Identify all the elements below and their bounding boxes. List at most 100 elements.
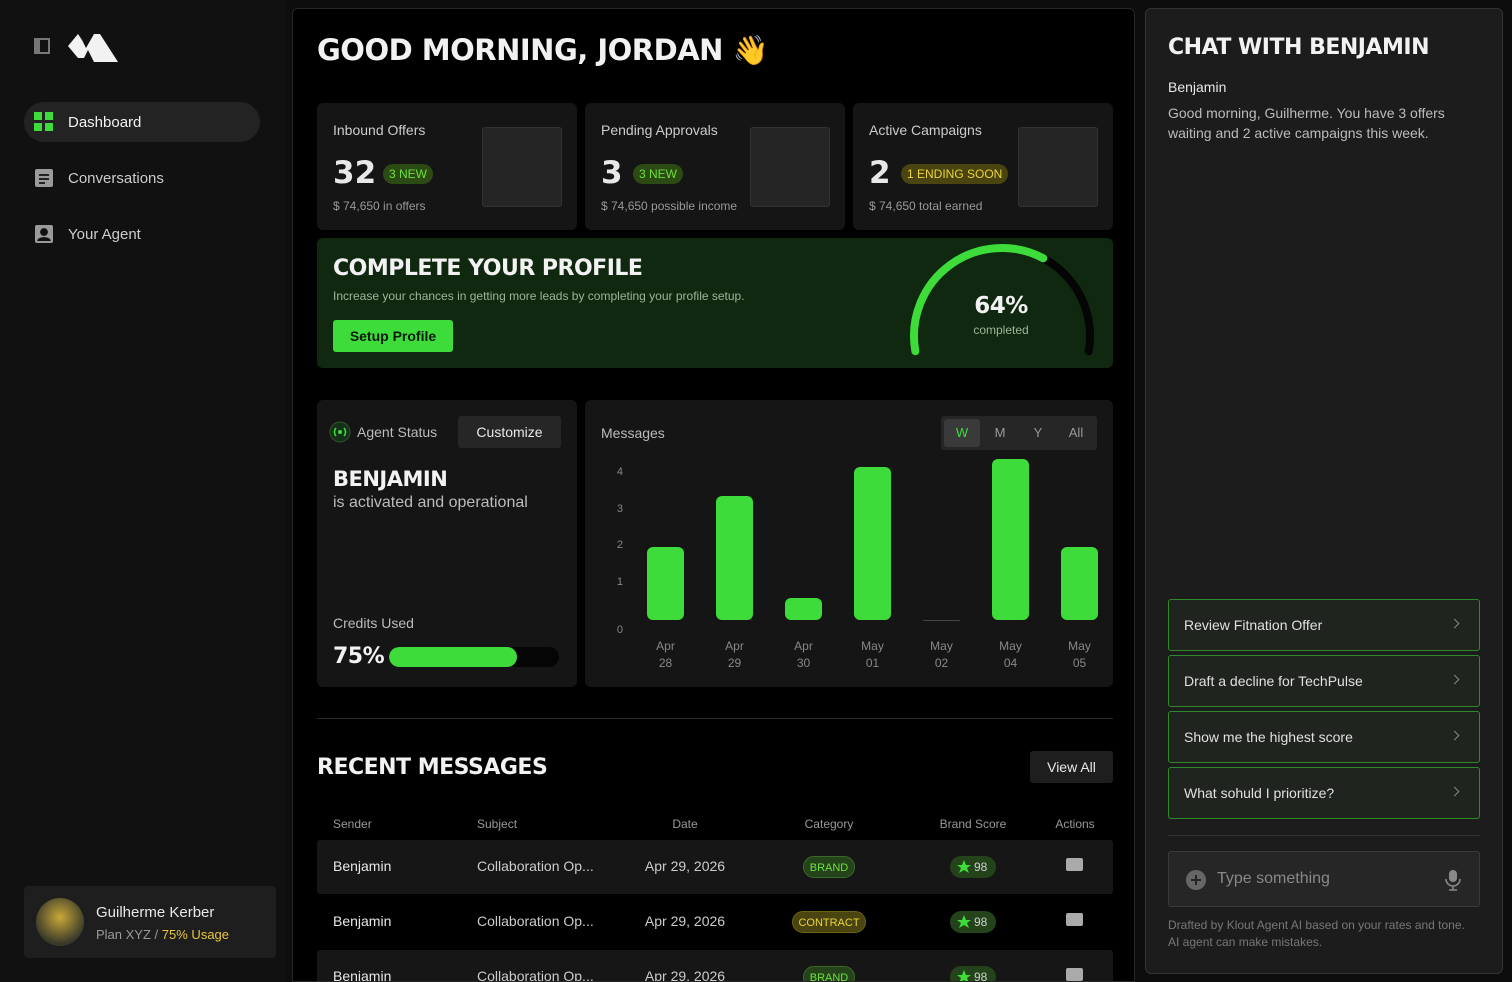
score: 98 <box>974 970 988 982</box>
profile-title: COMPLETE YOUR PROFILE <box>333 256 643 281</box>
chevron <box>1449 674 1460 685</box>
suggestion[interactable]: What sohuld I prioritize? <box>1168 767 1480 819</box>
category-badge: BRAND <box>803 856 855 878</box>
action-icon[interactable] <box>1066 858 1083 871</box>
agent-status: is activated and operational <box>333 494 528 511</box>
chat-input[interactable]: Type something <box>1168 851 1480 907</box>
x-tick-label: Apr 28 <box>656 639 675 670</box>
period-toggle: W M Y All <box>941 416 1097 450</box>
divider <box>317 718 1113 719</box>
cell-subject: Collaboration Op... <box>477 913 594 929</box>
progress-label: 64% <box>974 293 1028 319</box>
add-icon[interactable] <box>1185 869 1207 891</box>
credits-track <box>389 647 559 667</box>
bar <box>854 466 891 620</box>
stat-label: Inbound Offers <box>333 122 426 138</box>
bar <box>992 459 1029 620</box>
icon-part <box>37 228 51 242</box>
stat-illustration <box>482 127 562 207</box>
column-header: Subject <box>477 817 518 831</box>
user-card[interactable]: Guilherme Kerber Plan XYZ / 75% Usage <box>24 886 276 958</box>
icon-part <box>34 123 42 131</box>
y-tick-label: 4 <box>616 466 623 478</box>
main-panel: GOOD MORNING, JORDAN 👋 Inbound Offers 32 3… <box>292 8 1135 982</box>
period-button[interactable]: All <box>1068 425 1084 440</box>
action-icon[interactable] <box>1066 913 1083 926</box>
chat-message: Good morning, Guilherme. You have 3 offe… <box>1168 105 1445 141</box>
nav-item[interactable]: Conversations <box>24 158 260 198</box>
stat-badge: 3 NEW <box>383 164 434 184</box>
customize-button[interactable]: Customize <box>458 416 561 448</box>
nav-label: Conversations <box>68 170 164 187</box>
icon-part <box>45 112 53 120</box>
stat-label: Pending Approvals <box>601 122 718 138</box>
column-header: Actions <box>1055 817 1095 831</box>
x-tick-label: May 05 <box>1068 639 1091 670</box>
period-button[interactable]: Y <box>1033 425 1043 440</box>
agent-name: BENJAMIN <box>333 467 448 491</box>
separator: / <box>154 927 159 942</box>
icon-part <box>34 112 42 120</box>
column-header: Brand Score <box>939 817 1007 831</box>
view-all-button[interactable]: View All <box>1030 751 1113 783</box>
period-button[interactable]: W <box>944 419 980 447</box>
y-tick-label: 3 <box>616 502 623 515</box>
suggestion[interactable]: Review Fitnation Offer <box>1168 599 1480 651</box>
period-button[interactable]: M <box>994 425 1006 440</box>
stat-badge: 3 NEW <box>633 164 684 184</box>
logo <box>34 34 118 62</box>
mic-icon[interactable] <box>1443 869 1463 891</box>
input-placeholder: Type something <box>1217 870 1330 887</box>
setup-button[interactable]: Setup Profile <box>333 320 453 352</box>
nav-item[interactable]: Your Agent <box>24 214 260 254</box>
chevron <box>1449 618 1460 629</box>
x-tick-label: Apr 30 <box>794 639 813 670</box>
score-badge: 98 <box>950 966 996 982</box>
cell-sender: Benjamin <box>333 968 392 982</box>
chevron <box>1449 730 1460 741</box>
progress-caption: completed <box>973 323 1029 337</box>
stat-card[interactable]: Pending Approvals 3 3 NEW $ 74,650 possible… <box>585 103 845 230</box>
stat-detail: $ 74,650 total earned <box>869 199 983 213</box>
nav-item[interactable]: Dashboard <box>24 102 260 142</box>
stat-illustration <box>750 127 830 207</box>
action-icon[interactable] <box>1066 968 1083 981</box>
column-header: Sender <box>333 817 372 831</box>
suggestion-text: Show me the highest score <box>1184 729 1353 745</box>
credits-fill <box>389 647 517 667</box>
stat-card[interactable]: Inbound Offers 32 3 NEW $ 74,650 in offers <box>317 103 577 230</box>
cell-date: Apr 29, 2026 <box>644 858 726 874</box>
suggestion[interactable]: Show me the highest score <box>1168 711 1480 763</box>
star-icon <box>957 970 971 981</box>
x-tick-label: Apr 29 <box>725 639 744 670</box>
user-name: Guilherme Kerber <box>96 904 215 921</box>
stat-detail: $ 74,650 possible income <box>601 199 738 213</box>
score-badge: 98 <box>950 911 996 933</box>
x-tick-label: May 01 <box>861 639 884 670</box>
bar <box>923 620 960 621</box>
nav-icon <box>35 169 53 187</box>
x-tick-label: May 04 <box>999 639 1022 670</box>
bar <box>716 495 753 620</box>
stat-value: 3 <box>601 155 623 191</box>
chat-disclaimer: Drafted by Klout Agent AI based on your … <box>1168 918 1465 949</box>
suggestion[interactable]: Draft a decline for TechPulse <box>1168 655 1480 707</box>
suggestion-text: What sohuld I prioritize? <box>1184 785 1335 801</box>
chat-sender: Benjamin <box>1168 79 1227 95</box>
icon-part <box>39 174 49 184</box>
score: 98 <box>974 860 988 874</box>
chat-title: CHAT WITH BENJAMIN <box>1168 35 1429 60</box>
y-tick-label: 0 <box>616 624 623 636</box>
suggestion-text: Review Fitnation Offer <box>1184 617 1323 633</box>
credits-label: Credits Used <box>333 615 414 631</box>
cell-subject: Collaboration Op... <box>477 858 594 874</box>
messages-chart: Messages W M Y All 0 1 2 3 4 Apr 28 Apr 29 Apr 30 M… <box>585 400 1113 687</box>
stat-badge: 1 ENDING SOON <box>901 164 1009 184</box>
user-plan: Plan XYZ / 75% Usage <box>96 927 229 942</box>
stat-illustration <box>1018 127 1098 207</box>
agent-label: Agent Status <box>357 424 438 440</box>
stat-card[interactable]: Active Campaigns 2 1 ENDING SOON $ 74,650 t… <box>853 103 1113 230</box>
icon-part <box>35 169 53 187</box>
